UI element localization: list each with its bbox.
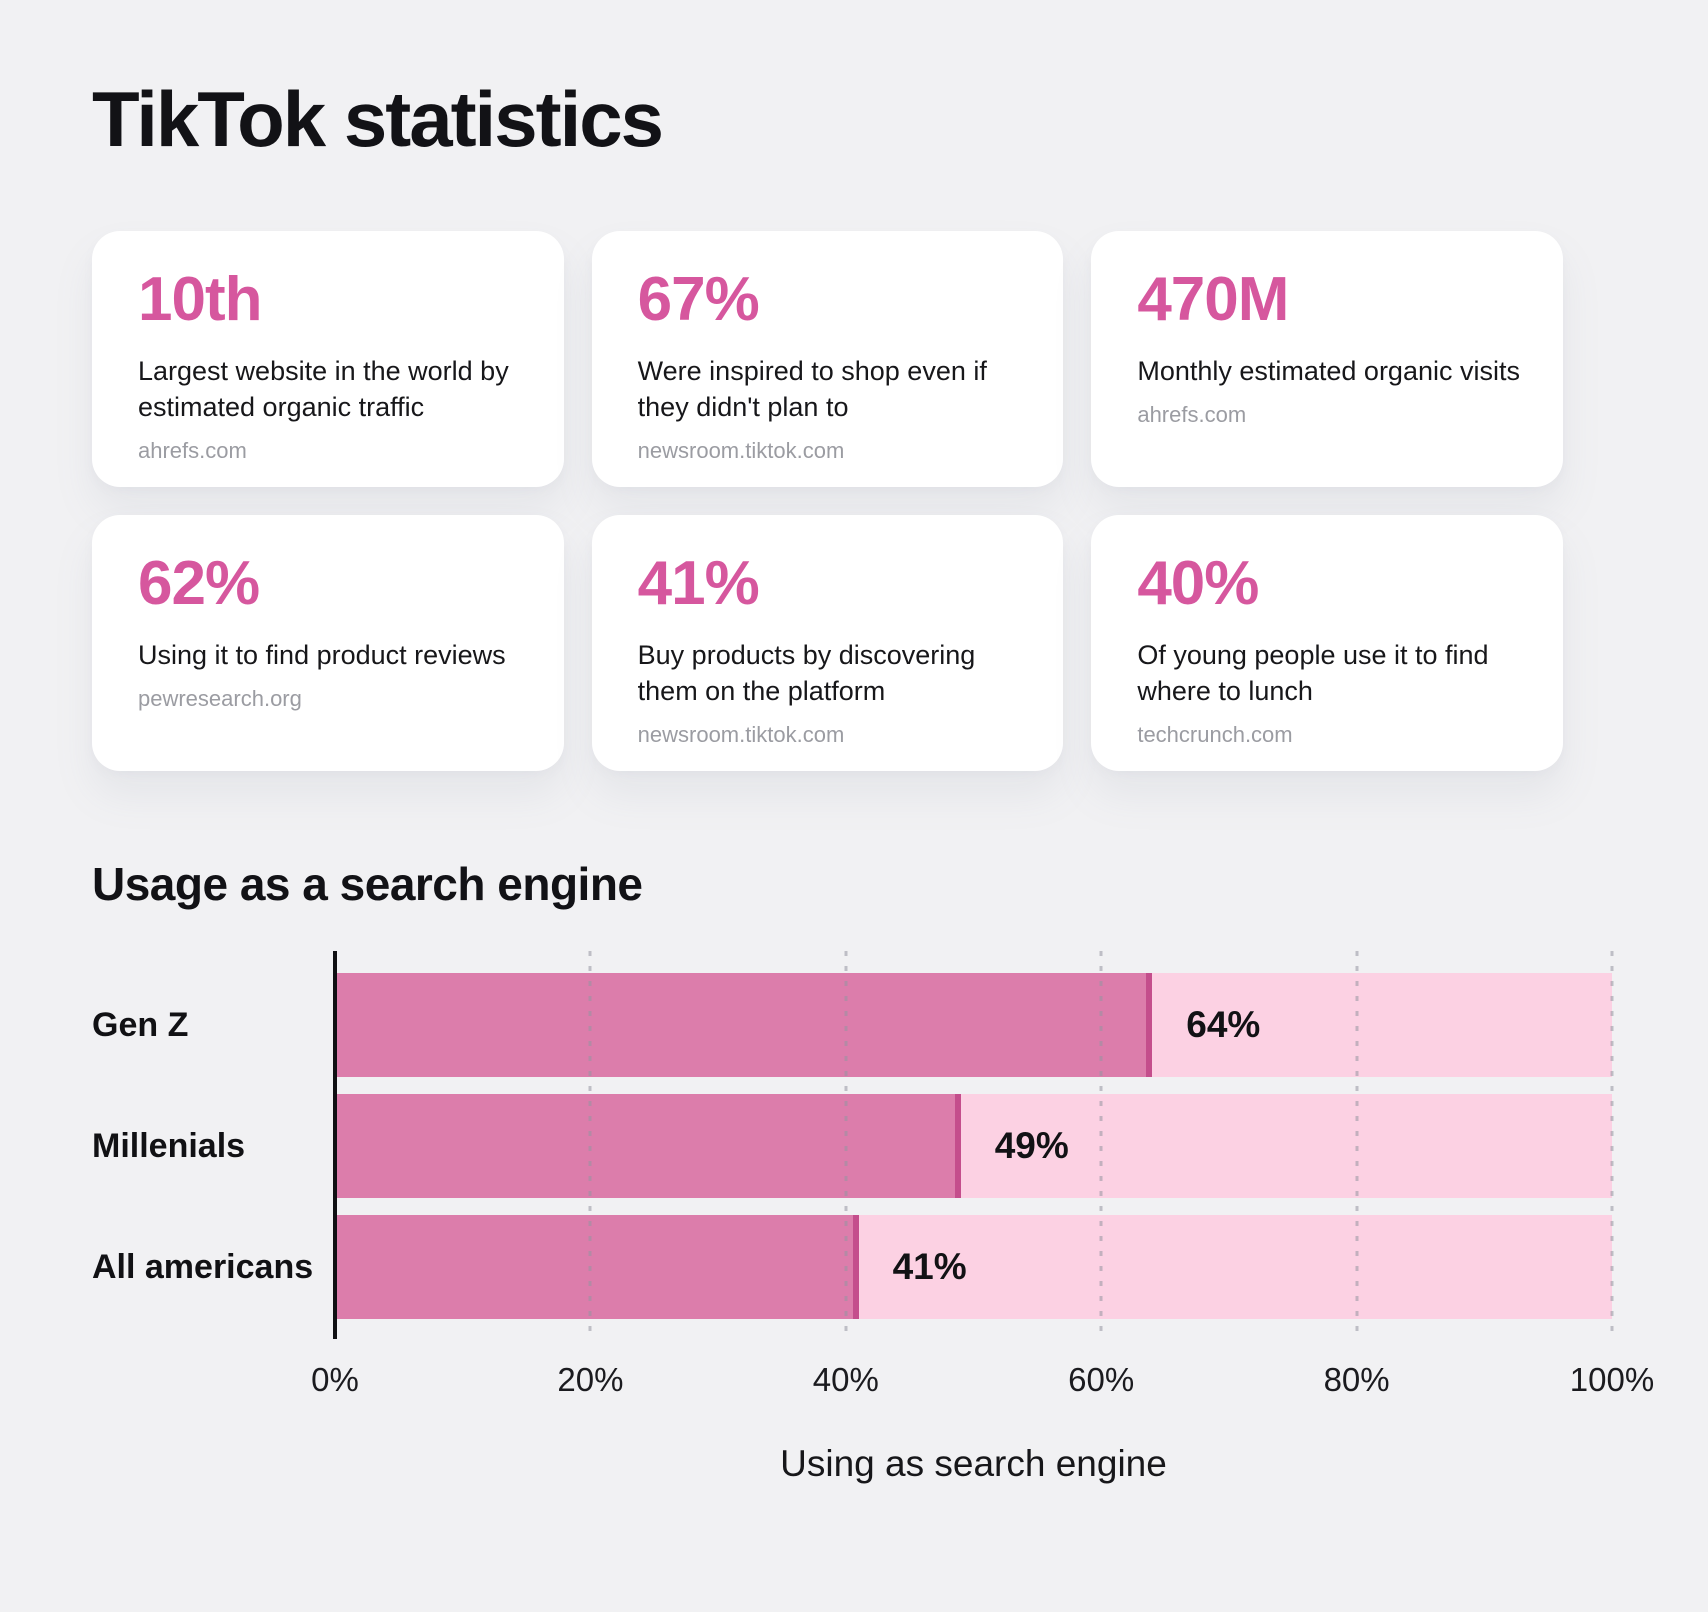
x-tick-100: 100% xyxy=(1569,1361,1655,1398)
bar-fill-millenials xyxy=(335,1094,961,1198)
stat-value: 41% xyxy=(637,549,760,618)
gridline-80 xyxy=(1355,951,1359,1339)
stat-value: 67% xyxy=(637,265,760,334)
bar-value-label: 49% xyxy=(994,1125,1069,1166)
gridline-40 xyxy=(844,951,848,1339)
stat-description: Monthly estimated organic visits xyxy=(1137,356,1520,387)
infographic-page: TikTok statistics 10th Largest website i… xyxy=(92,75,1654,1484)
x-tick-60: 60% xyxy=(1068,1361,1135,1398)
bar-row-all-americans: 41% xyxy=(335,1215,1612,1319)
stat-card-monthly-visits: 470M Monthly estimated organic visits ah… xyxy=(1091,231,1563,487)
stat-card-buy-products: 41% Buy products by discovering them on … xyxy=(591,515,1064,771)
stat-source: newsroom.tiktok.com xyxy=(637,721,845,747)
bar-row-millenials: 49% xyxy=(335,1094,1612,1198)
stat-description: Buy products by discovering them on the … xyxy=(637,640,976,706)
chart-plot-area: 64% 49% 41% xyxy=(333,951,1614,1339)
stat-cards-grid: 10th Largest website in the world by est… xyxy=(92,231,1563,771)
bar-row-gen-z: 64% xyxy=(335,973,1612,1077)
bar-fill-all-americans xyxy=(335,1215,859,1319)
y-axis-line xyxy=(333,951,337,1339)
gridline-100 xyxy=(1610,951,1614,1339)
category-label-gen-z: Gen Z xyxy=(92,1005,189,1044)
stat-source: techcrunch.com xyxy=(1137,721,1293,747)
page-title: TikTok statistics xyxy=(92,75,664,163)
gridline-20 xyxy=(588,951,592,1339)
stat-value: 470M xyxy=(1137,265,1289,334)
stat-card-organic-traffic-rank: 10th Largest website in the world by est… xyxy=(92,231,564,487)
stat-description: Were inspired to shop even if they didn'… xyxy=(637,356,987,422)
gridline-60 xyxy=(1099,951,1103,1339)
x-tick-20: 20% xyxy=(557,1361,624,1398)
stat-value: 62% xyxy=(138,549,260,618)
stat-source: ahrefs.com xyxy=(138,437,247,463)
x-tick-80: 80% xyxy=(1323,1361,1390,1398)
stat-card-where-to-lunch: 40% Of young people use it to find where… xyxy=(1091,515,1563,771)
stat-source: ahrefs.com xyxy=(1137,402,1247,427)
bar-fill-gen-z xyxy=(335,973,1153,1077)
category-label-all-americans: All americans xyxy=(92,1247,314,1286)
stat-description: Of young people use it to find where to … xyxy=(1137,640,1489,706)
x-tick-40: 40% xyxy=(812,1361,879,1398)
chart-title: Usage as a search engine xyxy=(92,858,643,910)
x-axis-label: Using as search engine xyxy=(780,1443,1167,1484)
stat-source: pewresearch.org xyxy=(138,686,302,711)
stat-description: Largest website in the world by estimate… xyxy=(138,356,509,422)
bar-chart: Gen Z Millenials All americans 64% 49% 4… xyxy=(92,951,1614,1339)
chart-category-labels: Gen Z Millenials All americans xyxy=(92,951,335,1339)
bar-value-label: 41% xyxy=(892,1246,967,1287)
category-label-millenials: Millenials xyxy=(92,1126,246,1165)
stat-value: 40% xyxy=(1137,549,1259,618)
bar-value-label: 64% xyxy=(1186,1004,1261,1045)
stat-description: Using it to find product reviews xyxy=(138,640,506,671)
stat-card-product-reviews: 62% Using it to find product reviews pew… xyxy=(92,515,564,771)
stat-source: newsroom.tiktok.com xyxy=(637,437,845,463)
x-axis-ticks: 0% 20% 40% 60% 80% 100% xyxy=(311,1361,1654,1405)
stat-value: 10th xyxy=(138,265,262,334)
x-tick-0: 0% xyxy=(311,1361,359,1398)
stat-card-inspired-to-shop: 67% Were inspired to shop even if they d… xyxy=(591,231,1064,487)
